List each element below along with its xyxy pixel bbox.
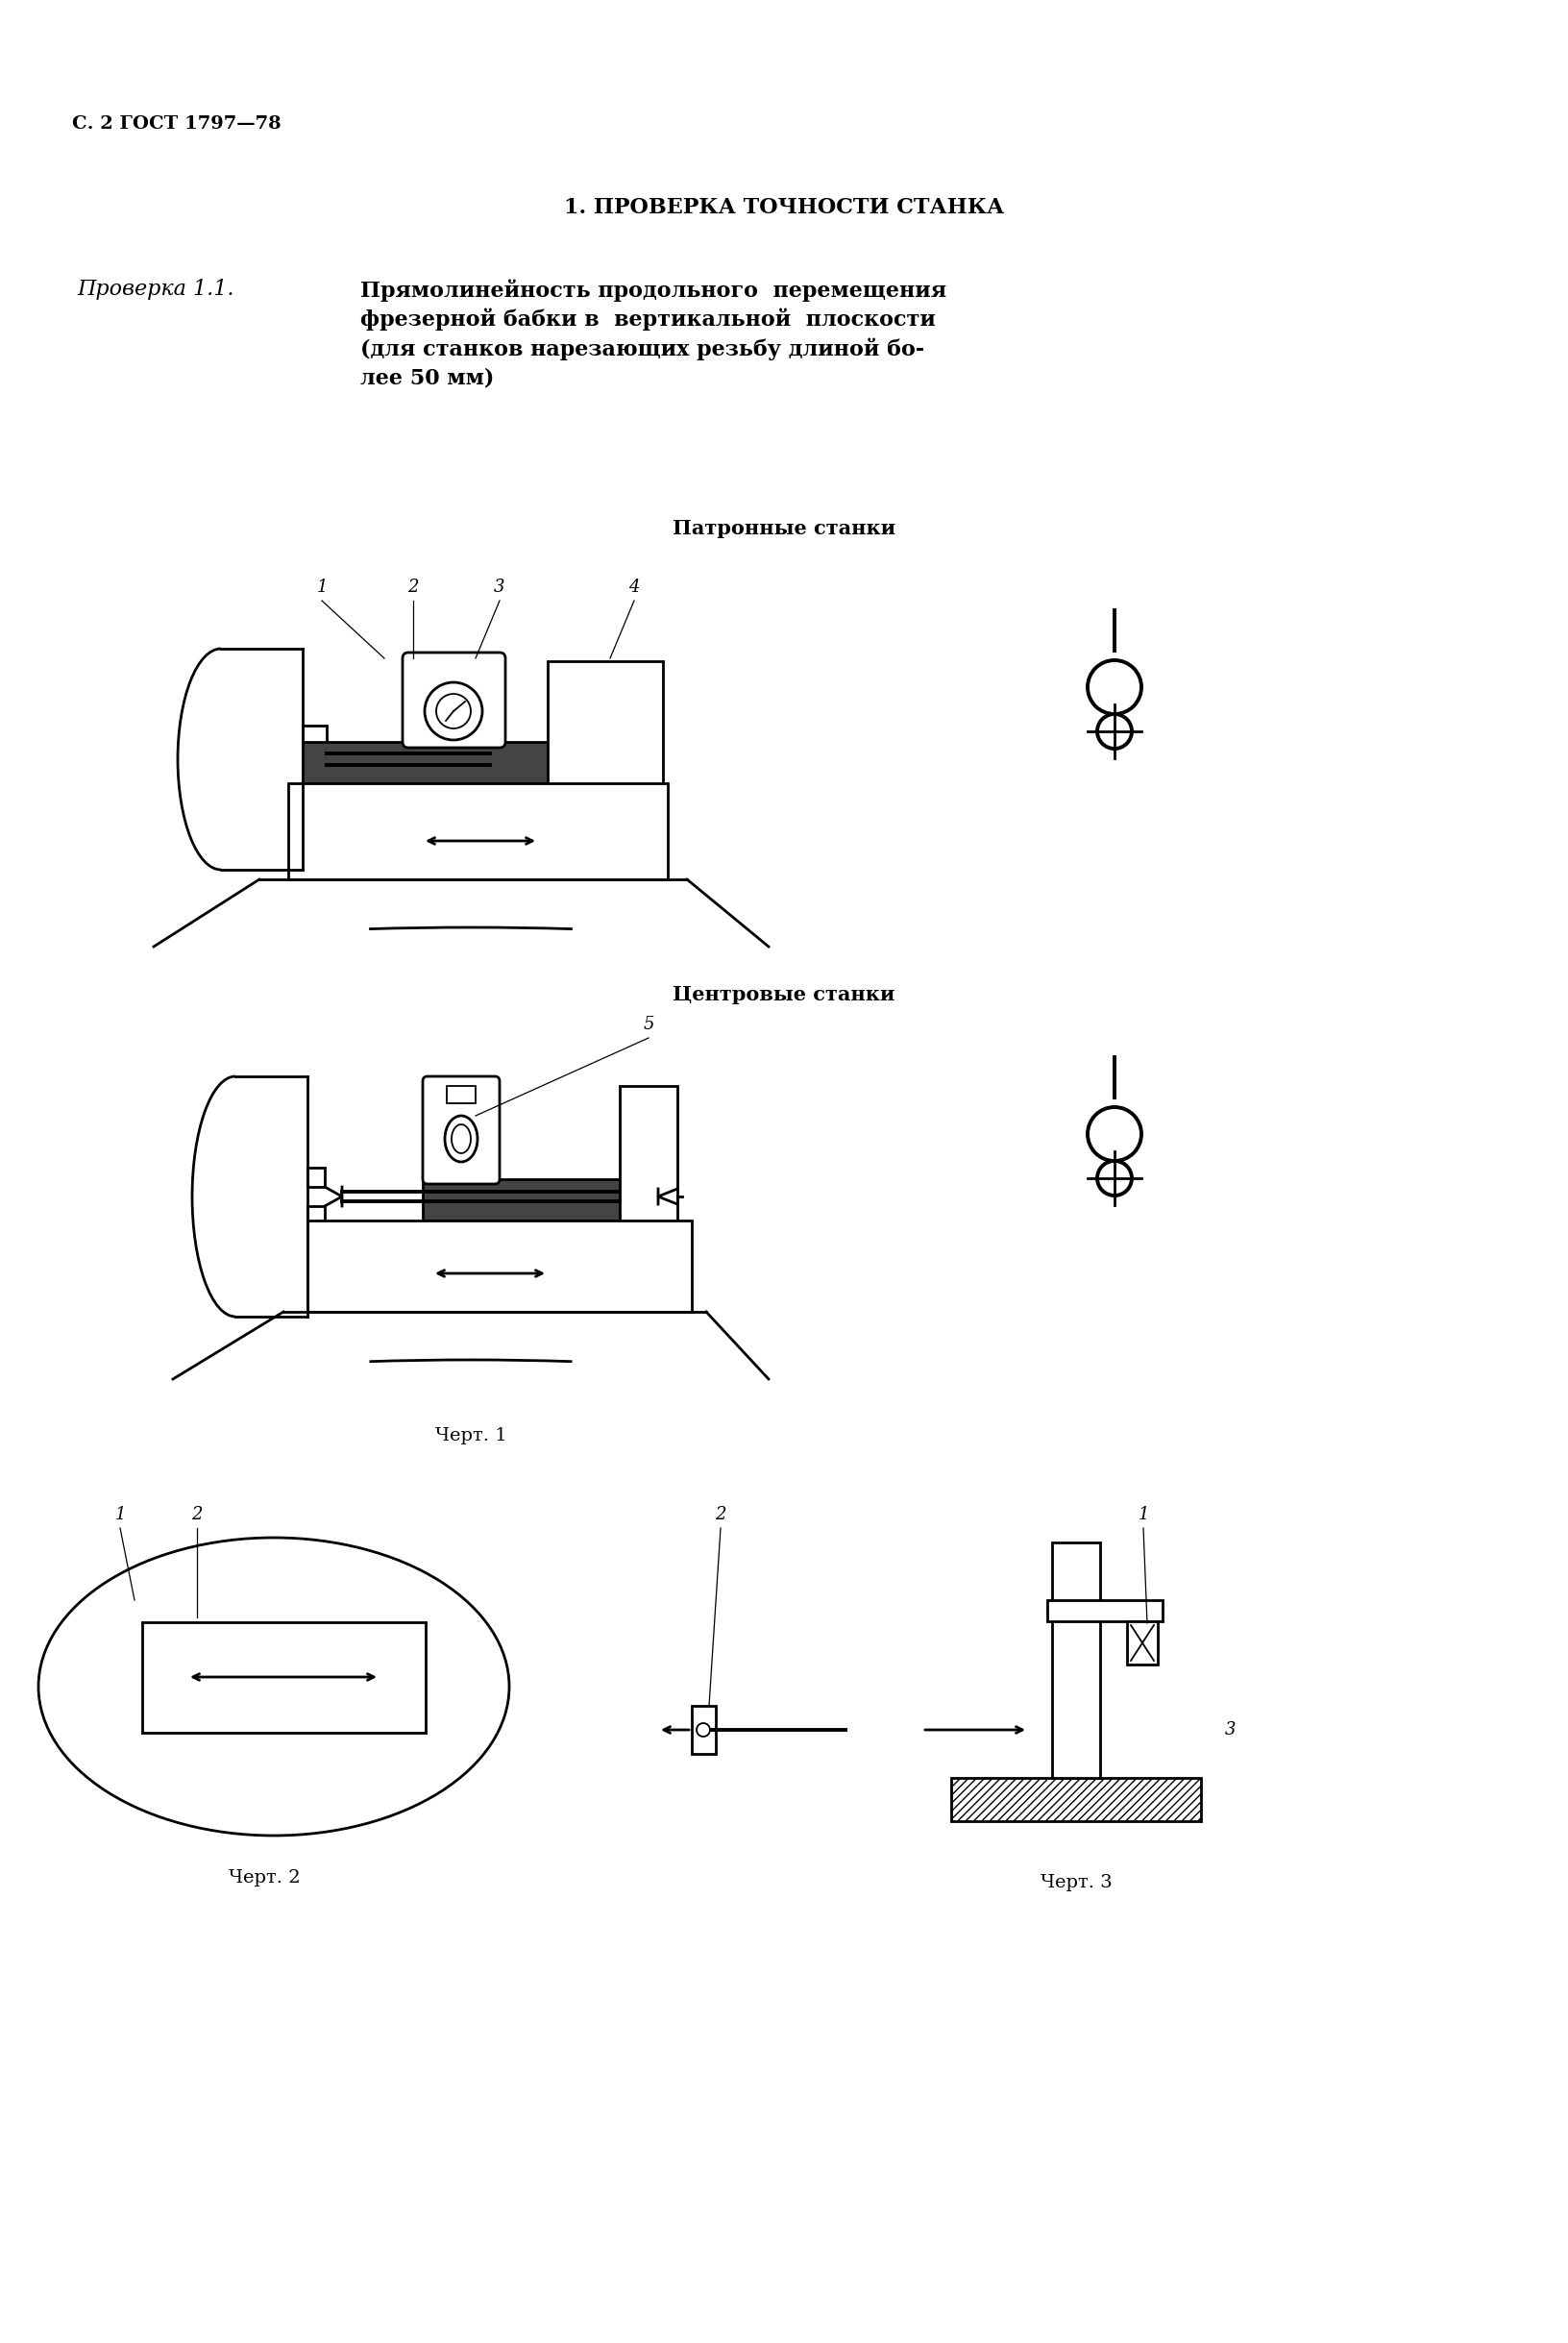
Bar [950, 1778, 1200, 1821]
Text: Проверка 1.1.: Проверка 1.1. [77, 279, 234, 300]
Text: 1: 1 [1137, 1507, 1148, 1523]
Bar [307, 1207, 325, 1225]
Bar [619, 1085, 677, 1232]
Text: Черт. 2: Черт. 2 [229, 1870, 299, 1886]
Bar [547, 661, 663, 797]
Circle shape [1096, 1160, 1131, 1195]
Text: 2: 2 [191, 1507, 202, 1523]
Bar [1046, 1600, 1162, 1621]
Text: Прямолинейность продольного  перемещения
фрезерной бабки в  вертикальной  плоско: Прямолинейность продольного перемещения … [361, 279, 946, 389]
FancyBboxPatch shape [422, 1075, 499, 1183]
Circle shape [1096, 715, 1131, 750]
Text: 2: 2 [715, 1507, 726, 1523]
Bar [143, 1621, 425, 1734]
Text: С. 2 ГОСТ 1797—78: С. 2 ГОСТ 1797—78 [72, 115, 281, 134]
Bar [1052, 1542, 1099, 1778]
Bar [422, 1179, 619, 1221]
Text: 3: 3 [1225, 1722, 1236, 1739]
Text: Черт. 1: Черт. 1 [434, 1427, 506, 1443]
Text: 3: 3 [494, 579, 505, 595]
Circle shape [425, 682, 481, 740]
Bar [691, 1706, 715, 1755]
Bar [303, 743, 619, 783]
Ellipse shape [38, 1537, 510, 1835]
FancyBboxPatch shape [403, 654, 505, 747]
Circle shape [1087, 661, 1140, 715]
Text: 5: 5 [643, 1017, 654, 1033]
Circle shape [1087, 1108, 1140, 1160]
Bar [303, 726, 326, 792]
Text: 4: 4 [629, 579, 640, 595]
Text: 1: 1 [317, 579, 328, 595]
Text: 1. ПРОВЕРКА ТОЧНОСТИ СТАНКА: 1. ПРОВЕРКА ТОЧНОСТИ СТАНКА [563, 197, 1004, 218]
Bar [1126, 1621, 1157, 1664]
Text: Черт. 3: Черт. 3 [1040, 1874, 1112, 1891]
Text: Патронные станки: Патронные станки [673, 518, 895, 539]
Text: 1: 1 [114, 1507, 125, 1523]
Bar [447, 1085, 475, 1104]
Text: Центровые станки: Центровые станки [673, 984, 895, 1005]
Ellipse shape [445, 1115, 477, 1162]
Bar [307, 1167, 325, 1188]
Bar [289, 783, 668, 879]
Bar [307, 1221, 691, 1312]
Text: 2: 2 [408, 579, 419, 595]
